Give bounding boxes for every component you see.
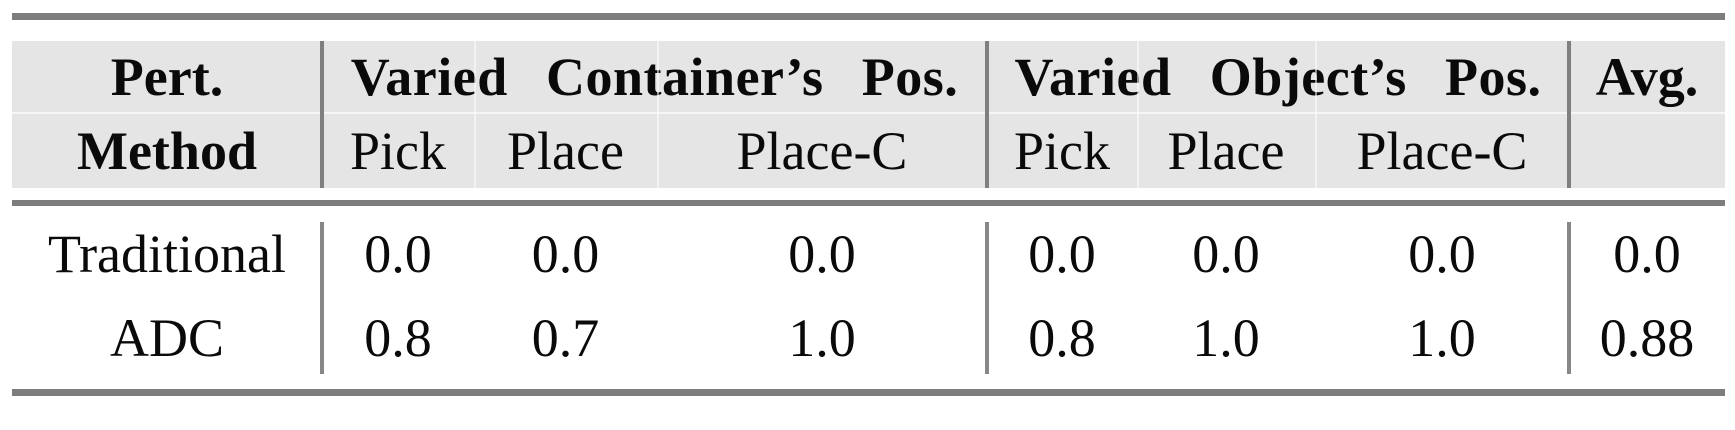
data-cell: 0.8 — [1028, 308, 1096, 368]
column-hairline — [1315, 41, 1317, 188]
data-cell: 0.0 — [1408, 224, 1476, 284]
data-cell: 0.0 — [788, 224, 856, 284]
header-column-divider — [320, 41, 324, 188]
data-cell: 0.7 — [531, 308, 600, 368]
body-column-divider — [320, 222, 324, 374]
column-hairline — [1137, 41, 1139, 188]
table-top-rule — [12, 13, 1725, 20]
header-avg-label: Avg. — [1595, 47, 1699, 107]
header-group-varied-container: Varied Container’s Pos. — [350, 47, 959, 107]
row-method-label: ADC — [109, 308, 224, 368]
subheader-avg-empty — [1569, 113, 1725, 188]
data-cell: 1.0 — [1192, 308, 1260, 368]
subheader-pick-container: Pick — [349, 120, 446, 181]
header-pert-label: Pert. — [110, 47, 224, 107]
subheader-pick-object: Pick — [1013, 120, 1110, 181]
data-cell: 1.0 — [1408, 308, 1476, 368]
data-cell-avg: 0.0 — [1613, 224, 1681, 284]
subheader-placec-object: Place-C — [1356, 120, 1528, 181]
data-cell: 0.0 — [364, 224, 432, 284]
column-hairline — [657, 41, 659, 188]
data-cell: 0.8 — [364, 308, 432, 368]
body-column-divider — [985, 222, 989, 374]
table-header: Pert. Varied Container’s Pos. Varied Obj… — [12, 41, 1725, 188]
subheader-placec-container: Place-C — [736, 120, 908, 181]
column-hairline — [474, 41, 476, 188]
table-row-adc: ADC 0.8 0.7 1.0 0.8 1.0 1.0 0.88 — [12, 296, 1725, 380]
subheader-place-object: Place — [1167, 120, 1285, 181]
header-row-groups: Pert. Varied Container’s Pos. Varied Obj… — [12, 41, 1725, 113]
row-method-label: Traditional — [47, 224, 287, 284]
data-cell: 0.0 — [1192, 224, 1260, 284]
header-column-divider — [1567, 41, 1571, 188]
data-cell: 0.0 — [1028, 224, 1096, 284]
header-group-varied-object: Varied Object’s Pos. — [1014, 47, 1542, 107]
table-mid-rule — [12, 200, 1725, 206]
data-cell: 1.0 — [788, 308, 856, 368]
table-row-traditional: Traditional 0.0 0.0 0.0 0.0 0.0 0.0 0.0 — [12, 212, 1725, 296]
table-body: Traditional 0.0 0.0 0.0 0.0 0.0 0.0 0.0 … — [12, 212, 1725, 380]
body-column-divider — [1567, 222, 1571, 374]
header-method-label: Method — [77, 120, 257, 181]
header-column-divider — [985, 41, 989, 188]
data-cell-avg: 0.88 — [1599, 308, 1695, 368]
subheader-place-container: Place — [507, 120, 624, 181]
header-row-subcolumns: Method Pick Place Place-C Pick Place Pla… — [12, 113, 1725, 188]
header-row-separator-hairline — [12, 112, 1725, 114]
data-cell: 0.0 — [531, 224, 600, 284]
table-bottom-rule — [12, 389, 1725, 396]
